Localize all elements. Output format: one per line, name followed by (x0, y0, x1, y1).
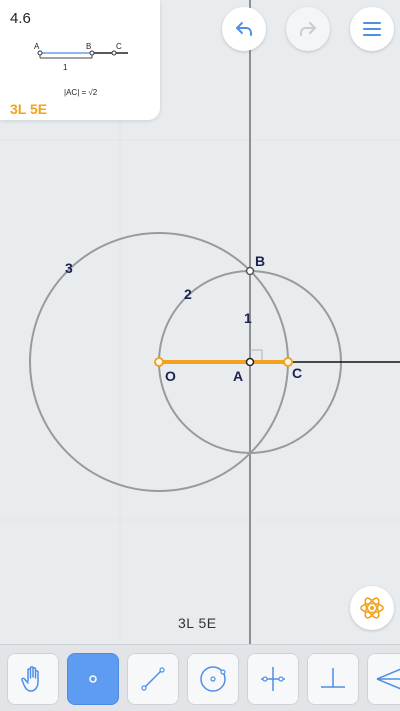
bisector-icon (261, 667, 285, 691)
redo-icon (300, 22, 316, 36)
point-b[interactable] (245, 266, 255, 276)
line-icon (141, 667, 165, 691)
circle-icon (200, 666, 226, 692)
step-label-1: 1 (244, 310, 252, 326)
angle-bisector-tool[interactable] (367, 653, 400, 705)
label-c: C (292, 365, 302, 381)
perpendicular-bisector-tool[interactable] (247, 653, 299, 705)
undo-icon (236, 22, 252, 36)
step-label-2: 2 (184, 286, 192, 302)
step-label-3: 3 (65, 260, 73, 276)
move-tool[interactable] (7, 653, 59, 705)
mini-label-c: C (116, 42, 122, 51)
perpendicular-tool[interactable] (307, 653, 359, 705)
point-o[interactable] (154, 357, 164, 367)
right-angle-marker (250, 349, 263, 362)
label-o: O (165, 368, 176, 384)
goal-diagram: A B C 1 |AC| = √2 (34, 42, 128, 97)
angle-bisector-icon (376, 668, 400, 690)
mini-label-a: A (34, 42, 40, 51)
redo-button[interactable] (286, 7, 330, 51)
level-card[interactable]: 4.6 A B C 1 |AC| = √2 3L 5E (0, 0, 160, 120)
hamburger-menu-icon (363, 22, 381, 36)
atom-icon (360, 597, 384, 619)
label-a: A (233, 368, 243, 384)
level-score: 3L 5E (10, 101, 48, 117)
point-icon (89, 675, 97, 683)
footer-score: 3L 5E (178, 615, 217, 631)
point-c[interactable] (283, 357, 293, 367)
point-tool[interactable] (67, 653, 119, 705)
point-a[interactable] (245, 357, 255, 367)
circle-tool[interactable] (187, 653, 239, 705)
menu-button[interactable] (350, 7, 394, 51)
label-b: B (255, 253, 265, 269)
level-number: 4.6 (10, 10, 31, 27)
undo-button[interactable] (222, 7, 266, 51)
goal-formula: |AC| = √2 (64, 88, 98, 97)
mini-segment-label: 1 (63, 63, 68, 72)
mini-label-b: B (86, 42, 91, 51)
tool-toolbar (0, 644, 400, 711)
perpendicular-icon (321, 668, 345, 688)
hint-button[interactable] (350, 586, 394, 630)
line-tool[interactable] (127, 653, 179, 705)
hand-icon (21, 666, 39, 692)
